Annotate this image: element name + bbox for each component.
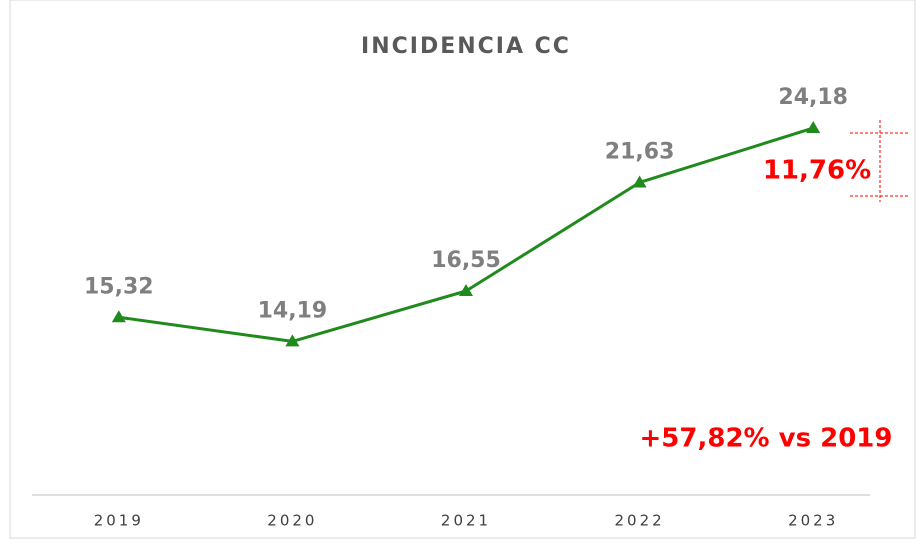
annotation: +57,82% vs 2019 [640,424,893,454]
chart-frame [9,0,916,539]
marker [111,310,126,323]
data-label: 24,18 [778,85,848,110]
marker [806,121,821,134]
chart-title: INCIDENCIA CC [361,34,571,59]
data-label: 14,19 [258,298,328,323]
marker [285,334,300,347]
data-label: 15,32 [84,274,154,299]
marker [632,175,647,188]
x-tick-label: 2023 [788,512,838,530]
x-tick-label: 2020 [267,512,317,530]
marker [459,283,473,296]
annotation: 11,76% [763,156,871,186]
data-label: 21,63 [605,139,675,164]
x-tick-label: 2022 [615,512,665,530]
difference-bracket [850,120,910,202]
x-tick-label: 2019 [94,512,144,530]
data-label: 16,55 [431,248,501,273]
x-tick-label: 2021 [441,512,491,530]
